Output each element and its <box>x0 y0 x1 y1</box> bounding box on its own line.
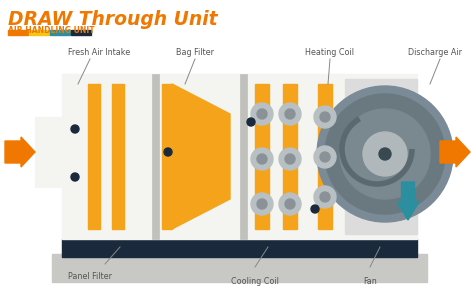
Circle shape <box>320 152 330 162</box>
Bar <box>345 79 417 234</box>
Polygon shape <box>172 84 230 229</box>
Text: DRAW Through Unit: DRAW Through Unit <box>8 10 218 29</box>
Circle shape <box>257 154 267 164</box>
Circle shape <box>340 109 430 199</box>
Bar <box>88 84 100 229</box>
Bar <box>415 122 440 182</box>
Circle shape <box>279 103 301 125</box>
Bar <box>62 74 417 239</box>
Circle shape <box>251 103 273 125</box>
Circle shape <box>285 109 295 119</box>
Bar <box>35 117 65 187</box>
FancyArrow shape <box>5 137 35 167</box>
Circle shape <box>251 193 273 215</box>
Text: AIR HANDLING UNIT: AIR HANDLING UNIT <box>8 26 95 35</box>
Bar <box>50 30 70 35</box>
FancyArrow shape <box>440 137 470 167</box>
Circle shape <box>317 86 453 222</box>
Text: Bag Filter: Bag Filter <box>176 48 214 57</box>
Text: Discharge Air: Discharge Air <box>408 48 462 57</box>
Circle shape <box>325 94 445 214</box>
Circle shape <box>71 125 79 133</box>
Circle shape <box>314 106 336 128</box>
Bar <box>8 30 28 35</box>
Bar <box>62 239 417 257</box>
Bar <box>152 74 159 239</box>
Bar <box>29 30 49 35</box>
Text: Fresh Air Intake: Fresh Air Intake <box>68 48 130 57</box>
Circle shape <box>257 109 267 119</box>
Circle shape <box>279 148 301 170</box>
Bar <box>318 84 332 229</box>
Bar <box>52 254 427 282</box>
Text: Panel Filter: Panel Filter <box>68 272 112 281</box>
Circle shape <box>363 132 407 176</box>
Circle shape <box>314 186 336 208</box>
Text: Fan: Fan <box>363 277 377 286</box>
Circle shape <box>71 173 79 181</box>
Bar <box>283 84 297 229</box>
Circle shape <box>320 192 330 202</box>
Circle shape <box>279 193 301 215</box>
Bar <box>240 74 247 239</box>
Bar <box>162 84 172 229</box>
Bar <box>112 84 124 229</box>
Circle shape <box>314 146 336 168</box>
Circle shape <box>251 148 273 170</box>
Circle shape <box>379 148 391 160</box>
Circle shape <box>285 154 295 164</box>
Bar <box>255 84 269 229</box>
Circle shape <box>311 205 319 213</box>
Circle shape <box>247 118 255 126</box>
Bar <box>71 30 91 35</box>
Text: Heating Coil: Heating Coil <box>306 48 355 57</box>
Circle shape <box>257 199 267 209</box>
Circle shape <box>285 199 295 209</box>
Circle shape <box>320 112 330 122</box>
FancyArrow shape <box>397 182 419 220</box>
Circle shape <box>164 148 172 156</box>
Text: Cooling Coil: Cooling Coil <box>231 277 279 286</box>
